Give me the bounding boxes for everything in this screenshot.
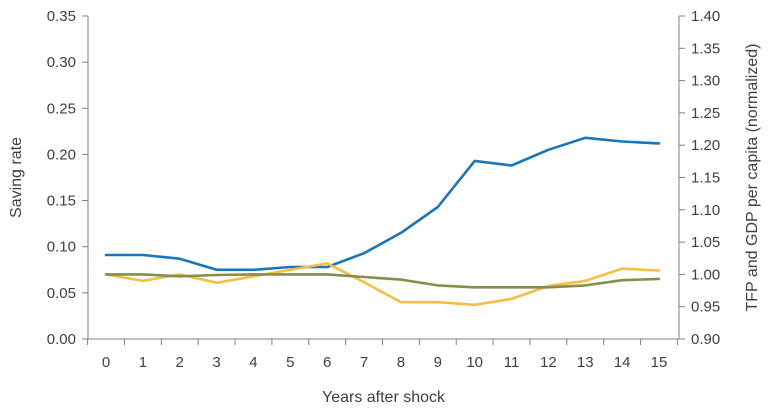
series-line-1 [104,136,661,272]
y-tick-label: 0.20 [47,146,76,163]
series-line-2 [104,262,661,307]
y2-tick-label: 1.10 [691,202,720,219]
x-tick-label: 8 [397,354,405,371]
x-tick-label: 13 [577,354,594,371]
y-tick-label: 0.35 [47,8,76,25]
x-tick-label: 3 [212,354,220,371]
y-tick-label: 0.05 [47,285,76,302]
series-lines [104,136,661,307]
y2-tick-label: 1.35 [691,40,720,57]
series-line-3 [104,273,661,289]
y-tick-label: 0.10 [47,239,76,256]
y-tick-label: 0.25 [47,100,76,117]
y2-axis-title: TFP and GDP per capita (normalized) [744,44,761,312]
x-tick-label: 7 [360,354,368,371]
x-tick-label: 12 [540,354,557,371]
y2-tick-label: 1.00 [691,266,720,283]
x-tick-label: 15 [651,354,668,371]
x-tick-label: 5 [286,354,294,371]
x-tick-label: 10 [466,354,483,371]
x-tick-label: 4 [249,354,257,371]
y2-tick-label: 1.05 [691,234,720,251]
x-axis-title: Years after shock [322,389,446,406]
y2-tick-label: 1.30 [691,73,720,90]
y-tick-label: 0.15 [47,193,76,210]
y2-tick-label: 1.20 [691,137,720,154]
x-tick-label: 6 [323,354,331,371]
y2-tick-label: 1.40 [691,8,720,25]
y2-tick-label: 1.25 [691,105,720,122]
y-axis-title: Saving rate [8,137,25,218]
x-tick-label: 11 [504,354,520,371]
x-tick-label: 14 [614,354,631,371]
axes: 0.00 0.05 0.10 0.15 0.20 0.25 0.30 0.35 0.90 0.95… [47,8,720,371]
y2-tick-label: 1.15 [691,170,720,187]
x-tick-label: 0 [102,354,110,371]
x-tick-label: 2 [176,354,184,371]
y-tick-label: 0.30 [47,54,76,71]
x-tick-label: 9 [434,354,442,371]
x-tick-label: 1 [139,354,147,371]
y2-tick-label: 0.95 [691,299,720,316]
y2-tick-label: 0.90 [691,331,720,348]
y-tick-label: 0.00 [47,331,76,348]
